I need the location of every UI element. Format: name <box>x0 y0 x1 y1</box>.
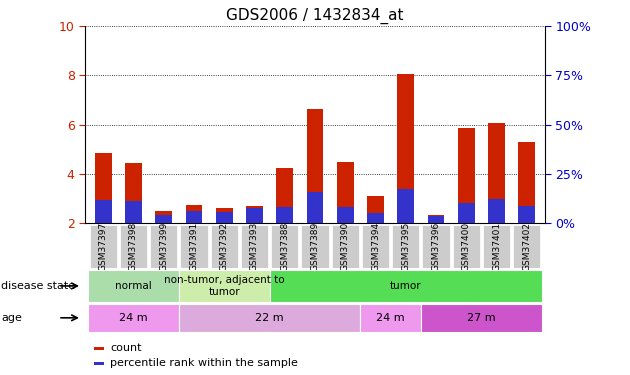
Text: 24 m: 24 m <box>376 313 405 323</box>
Bar <box>180 225 208 268</box>
Bar <box>398 74 414 223</box>
Bar <box>360 304 421 332</box>
Bar <box>301 225 329 268</box>
Bar <box>156 214 172 223</box>
Bar <box>337 207 353 223</box>
Text: percentile rank within the sample: percentile rank within the sample <box>110 358 298 368</box>
Bar <box>125 201 142 223</box>
Text: non-tumor, adjacent to
tumor: non-tumor, adjacent to tumor <box>164 275 285 297</box>
Text: GSM37392: GSM37392 <box>220 222 229 271</box>
Bar <box>277 207 293 223</box>
Text: GSM37401: GSM37401 <box>492 222 501 271</box>
Bar <box>277 168 293 223</box>
Text: GSM37398: GSM37398 <box>129 222 138 271</box>
Bar <box>271 225 299 268</box>
Bar <box>367 213 384 223</box>
Bar <box>518 142 535 223</box>
Text: GSM37395: GSM37395 <box>401 222 410 271</box>
Text: GSM37391: GSM37391 <box>190 222 198 271</box>
Text: GSM37393: GSM37393 <box>250 222 259 271</box>
Bar <box>156 211 172 223</box>
Text: GSM37402: GSM37402 <box>522 222 531 271</box>
Bar <box>179 304 360 332</box>
Bar <box>246 206 263 223</box>
Bar <box>488 198 505 223</box>
Bar <box>94 362 105 364</box>
Text: normal: normal <box>115 281 152 291</box>
Text: GSM37400: GSM37400 <box>462 222 471 271</box>
Bar <box>186 211 202 223</box>
Text: 24 m: 24 m <box>119 313 148 323</box>
Text: disease state: disease state <box>1 281 76 291</box>
Bar <box>483 225 510 268</box>
Bar <box>337 162 353 223</box>
Text: GSM37396: GSM37396 <box>432 222 440 271</box>
Bar <box>125 163 142 223</box>
Text: 27 m: 27 m <box>467 313 496 323</box>
Bar <box>186 205 202 223</box>
Bar <box>307 192 323 223</box>
Bar <box>331 225 359 268</box>
Text: GSM37390: GSM37390 <box>341 222 350 271</box>
Bar <box>270 270 542 302</box>
Bar <box>421 304 542 332</box>
Text: 22 m: 22 m <box>255 313 284 323</box>
Text: GSM37389: GSM37389 <box>311 222 319 271</box>
Bar <box>453 225 480 268</box>
Bar <box>422 225 450 268</box>
Bar <box>216 212 232 223</box>
Bar <box>95 200 112 223</box>
Bar <box>518 206 535 223</box>
Text: GSM37399: GSM37399 <box>159 222 168 271</box>
Bar <box>362 225 389 268</box>
Bar <box>89 225 117 268</box>
Bar <box>392 225 420 268</box>
Bar <box>88 304 179 332</box>
Text: tumor: tumor <box>390 281 421 291</box>
Bar <box>95 153 112 223</box>
Bar <box>88 270 179 302</box>
Text: count: count <box>110 343 142 353</box>
Bar <box>458 203 474 223</box>
Bar <box>428 214 444 223</box>
Bar <box>94 347 105 350</box>
Text: age: age <box>1 313 22 323</box>
Text: GSM37394: GSM37394 <box>371 222 380 271</box>
Bar <box>210 225 238 268</box>
Bar <box>513 225 541 268</box>
Bar <box>398 189 414 223</box>
Title: GDS2006 / 1432834_at: GDS2006 / 1432834_at <box>226 7 404 24</box>
Bar <box>367 196 384 223</box>
Bar <box>179 270 270 302</box>
Bar <box>458 128 474 223</box>
Bar <box>150 225 177 268</box>
Bar <box>488 123 505 223</box>
Bar <box>120 225 147 268</box>
Bar <box>216 209 232 223</box>
Text: GSM37388: GSM37388 <box>280 222 289 271</box>
Bar <box>428 216 444 223</box>
Bar <box>307 109 323 223</box>
Text: GSM37397: GSM37397 <box>99 222 108 271</box>
Bar <box>246 209 263 223</box>
Bar <box>241 225 268 268</box>
